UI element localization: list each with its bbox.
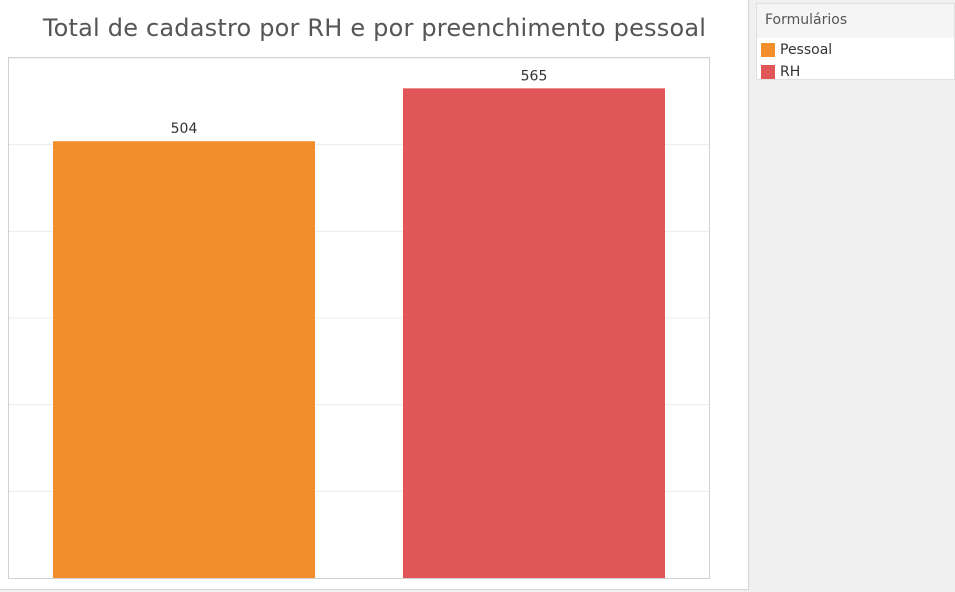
legend-header (757, 4, 954, 38)
data-label-pessoal: 504 (171, 121, 198, 137)
chart-svg: 504 565 (9, 58, 709, 578)
legend-swatch-rh (761, 65, 775, 79)
chart-title: Total de cadastro por RH e por preenchim… (42, 14, 707, 42)
legend-item-rh[interactable]: RH (761, 64, 800, 80)
legend-panel: Formulários Pessoal RH (756, 3, 955, 80)
bar-pessoal[interactable] (53, 141, 315, 578)
legend-label-rh: RH (780, 64, 801, 80)
legend-label-pessoal: Pessoal (780, 42, 833, 58)
plot-area: 504 565 (8, 57, 710, 579)
legend-swatch-pessoal (761, 43, 775, 57)
legend-item-pessoal[interactable]: Pessoal (761, 42, 832, 58)
bar-rh[interactable] (403, 88, 665, 578)
chart-sheet: Total de cadastro por RH e por preenchim… (0, 0, 749, 590)
data-label-rh: 565 (521, 68, 548, 84)
legend-title: Formulários (765, 12, 848, 28)
